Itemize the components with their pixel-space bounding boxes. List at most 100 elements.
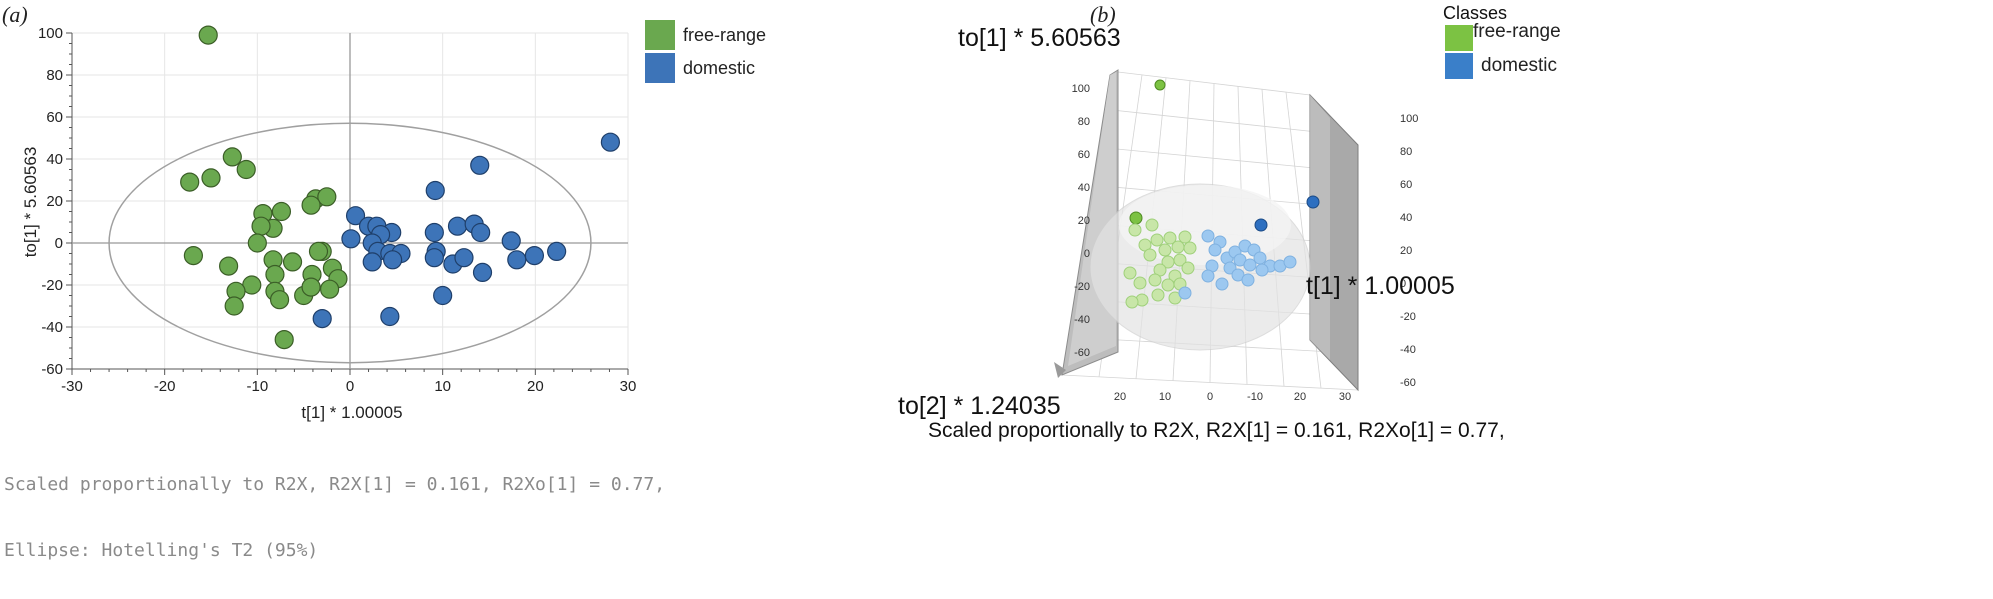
data-point-domestic bbox=[425, 180, 445, 201]
data-point-domestic bbox=[424, 222, 444, 243]
y-tick-label: -20 bbox=[41, 277, 63, 294]
y-tick-label: 0 bbox=[55, 235, 63, 252]
right-wall-tick-label: -20 bbox=[1400, 311, 1416, 323]
data-point-domestic bbox=[341, 229, 361, 249]
floor-tick-label: 0 bbox=[1207, 391, 1213, 403]
data-point-free-range bbox=[1128, 223, 1142, 237]
panel-a-legend: free-range domestic bbox=[645, 20, 766, 83]
panel-b-tick-labels: 100806040200-20-40-60100806040200-20-40-… bbox=[1072, 83, 1419, 403]
footnote-line-1: Scaled proportionally to R2X, R2X[1] = 0… bbox=[4, 474, 666, 495]
data-point-domestic bbox=[1201, 269, 1215, 283]
legend-b-item-domestic: domestic bbox=[1445, 52, 1561, 80]
axis-label-t1: t[1] * 1.00005 bbox=[1306, 272, 1455, 300]
right-wall-tick-label: -40 bbox=[1400, 344, 1416, 356]
data-point-domestic bbox=[600, 132, 620, 152]
left-wall-tick-label: 40 bbox=[1078, 182, 1090, 194]
data-point-free-range bbox=[265, 264, 285, 285]
left-wall-tick-label: -40 bbox=[1074, 314, 1090, 326]
data-point-free-range bbox=[1151, 288, 1165, 302]
y-tick-label: -60 bbox=[41, 361, 63, 378]
data-point-domestic bbox=[470, 155, 490, 175]
data-point-domestic bbox=[1306, 195, 1320, 209]
data-point-domestic bbox=[1241, 273, 1255, 287]
data-point-free-range bbox=[1145, 218, 1159, 232]
data-point-domestic bbox=[471, 222, 491, 243]
legend-swatch-free-range bbox=[645, 20, 675, 50]
panel-b-legend-title: Classes bbox=[1443, 3, 1508, 23]
panel-a-tick-labels: -30 -20 -10 0 10 20 30 -60 -40 -20 0 20 40 60 80 100 bbox=[38, 25, 636, 395]
left-wall-tick-label: 60 bbox=[1078, 149, 1090, 161]
axis-arrow-to2 bbox=[1054, 362, 1066, 378]
data-point-domestic bbox=[345, 206, 366, 226]
data-point-free-range bbox=[1143, 248, 1157, 262]
right-wall-tick-label: 80 bbox=[1400, 146, 1412, 158]
data-point-domestic bbox=[1201, 229, 1215, 243]
right-wall-tick-label: 20 bbox=[1400, 245, 1412, 257]
x-tick-label: 30 bbox=[620, 378, 637, 395]
panel-a-label: (a) bbox=[2, 2, 28, 27]
hotelling-t2-ellipse bbox=[108, 122, 592, 364]
data-point-free-range bbox=[201, 168, 221, 188]
data-point-domestic bbox=[433, 285, 453, 306]
legend-b-swatch-domestic bbox=[1445, 53, 1473, 79]
data-point-free-range bbox=[282, 252, 303, 272]
data-point-free-range bbox=[1173, 253, 1187, 267]
data-point-free-range bbox=[222, 147, 242, 167]
panel-b-label: (b) bbox=[1090, 2, 1116, 27]
data-point-free-range bbox=[180, 172, 200, 192]
x-tick-label: 10 bbox=[434, 378, 451, 395]
right-wall-tick-label: -60 bbox=[1400, 377, 1416, 389]
data-point-free-range bbox=[301, 195, 321, 215]
data-point-free-range bbox=[1150, 233, 1164, 247]
floor-gridline bbox=[1061, 374, 1359, 391]
x-tick-label: -20 bbox=[154, 378, 176, 395]
y-tick-label: -40 bbox=[41, 319, 63, 336]
data-point-domestic bbox=[447, 216, 468, 236]
data-point-free-range bbox=[236, 159, 256, 180]
data-point-domestic bbox=[501, 231, 521, 251]
legend-item-free-range: free-range bbox=[645, 20, 766, 50]
y-tick-label: 20 bbox=[46, 193, 63, 210]
data-point-free-range bbox=[1161, 278, 1175, 292]
data-point-domestic bbox=[362, 252, 382, 272]
data-point-domestic bbox=[1243, 258, 1257, 272]
data-point-free-range bbox=[271, 201, 292, 222]
data-point-free-range bbox=[320, 279, 340, 299]
data-point-domestic bbox=[424, 248, 444, 268]
right-wall-tick-label: 40 bbox=[1400, 212, 1412, 224]
data-point-free-range bbox=[1125, 295, 1139, 309]
data-point-free-range bbox=[247, 233, 267, 253]
left-wall-tick-label: 100 bbox=[1072, 83, 1090, 95]
y-tick-label: 40 bbox=[46, 151, 63, 168]
left-wall-tick-label: -60 bbox=[1074, 347, 1090, 359]
legend-b-label-domestic: domestic bbox=[1481, 55, 1558, 76]
data-point-domestic bbox=[454, 248, 474, 268]
panel-a-footnote: Scaled proportionally to R2X, R2X[1] = 0… bbox=[4, 430, 665, 584]
data-point-domestic bbox=[524, 246, 545, 266]
data-point-domestic bbox=[1254, 218, 1268, 232]
y-tick-label: 60 bbox=[46, 109, 63, 126]
data-point-free-range bbox=[1154, 79, 1166, 91]
legend-b-label-free-range: free-range bbox=[1473, 21, 1561, 42]
panel-b-points bbox=[1123, 79, 1320, 309]
x-axis-title: t[1] * 1.00005 bbox=[301, 403, 402, 422]
data-point-free-range bbox=[269, 290, 290, 310]
data-point-free-range bbox=[308, 241, 329, 261]
data-point-domestic bbox=[547, 241, 567, 261]
left-wall-tick-label: 20 bbox=[1078, 215, 1090, 227]
left-wall-tick-label: 0 bbox=[1084, 248, 1090, 260]
legend-b-item-free-range: free-range bbox=[1445, 21, 1561, 52]
data-point-domestic bbox=[1255, 263, 1269, 277]
data-point-free-range bbox=[317, 187, 337, 207]
data-point-free-range bbox=[198, 25, 218, 45]
data-point-free-range bbox=[183, 246, 203, 266]
panel-b-3d-scatter-plot: 100806040200-20-40-60100806040200-20-40-… bbox=[1054, 69, 1419, 403]
data-point-free-range bbox=[274, 330, 294, 350]
data-point-free-range bbox=[1123, 266, 1137, 280]
data-point-free-range bbox=[1163, 231, 1177, 245]
right-wall-tick-label: 100 bbox=[1400, 113, 1418, 125]
data-point-domestic bbox=[472, 262, 493, 282]
floor-tick-label: 30 bbox=[1339, 391, 1351, 403]
panel-a-axes bbox=[66, 32, 629, 375]
right-wall-shade bbox=[1310, 95, 1330, 360]
